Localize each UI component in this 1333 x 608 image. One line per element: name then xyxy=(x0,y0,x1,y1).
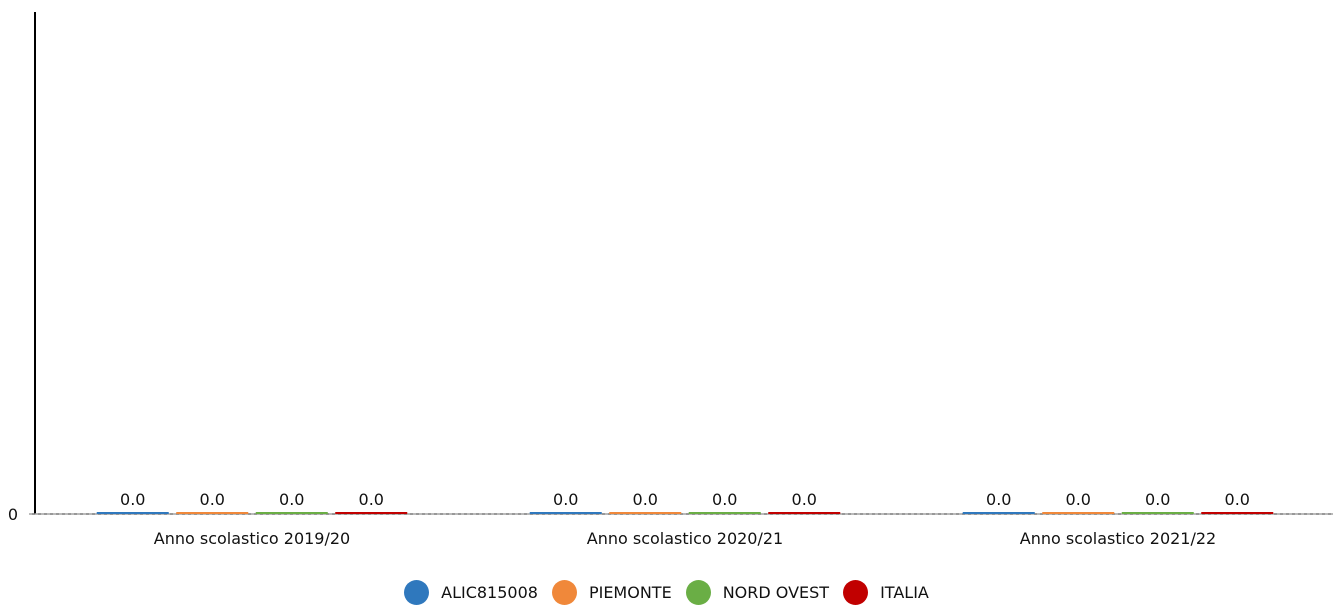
bar-piemonte[interactable] xyxy=(176,512,249,514)
data-label: 0.0 xyxy=(792,490,817,509)
bar-piemonte[interactable] xyxy=(609,512,682,514)
bar-nord-ovest[interactable] xyxy=(255,512,328,514)
legend-swatch-icon xyxy=(685,579,711,605)
bar-italia[interactable] xyxy=(1201,512,1274,514)
legend: ALIC815008 PIEMONTE NORD OVEST ITALIA xyxy=(0,576,1333,608)
bar-alic815008[interactable] xyxy=(96,512,169,514)
x-tick-label: Anno scolastico 2019/20 xyxy=(154,529,350,548)
bar-alic815008[interactable] xyxy=(962,512,1035,514)
data-label: 0.0 xyxy=(279,490,304,509)
legend-item[interactable]: ALIC815008 xyxy=(404,579,538,605)
x-tick-label: Anno scolastico 2020/21 xyxy=(587,529,783,548)
data-label: 0.0 xyxy=(986,490,1011,509)
data-label: 0.0 xyxy=(1066,490,1091,509)
legend-swatch-icon xyxy=(551,579,577,605)
data-label: 0.0 xyxy=(633,490,658,509)
y-tick-label: 0 xyxy=(8,505,18,524)
bar-italia[interactable] xyxy=(768,512,841,514)
bar-nord-ovest[interactable] xyxy=(688,512,761,514)
legend-swatch-icon xyxy=(843,579,869,605)
data-label: 0.0 xyxy=(553,490,578,509)
data-label: 0.0 xyxy=(200,490,225,509)
legend-item[interactable]: NORD OVEST xyxy=(685,579,830,605)
chart-svg: 0 0.0 0.0 0.0 0.0 Anno scolastico 2019/20 0.0 0… xyxy=(8,12,1333,548)
data-label: 0.0 xyxy=(1225,490,1250,509)
data-label: 0.0 xyxy=(120,490,145,509)
legend-label: NORD OVEST xyxy=(722,582,830,602)
legend-item[interactable]: ITALIA xyxy=(843,579,929,605)
bar-italia[interactable] xyxy=(335,512,408,514)
legend-swatch-icon xyxy=(404,579,430,605)
legend-label: ITALIA xyxy=(880,582,929,602)
legend-label: PIEMONTE xyxy=(588,582,672,602)
legend-item[interactable]: PIEMONTE xyxy=(551,579,672,605)
x-tick-label: Anno scolastico 2021/22 xyxy=(1020,529,1216,548)
bar-alic815008[interactable] xyxy=(529,512,602,514)
legend-label: ALIC815008 xyxy=(441,582,538,602)
bar-piemonte[interactable] xyxy=(1042,512,1115,514)
data-label: 0.0 xyxy=(359,490,384,509)
data-label: 0.0 xyxy=(1145,490,1170,509)
data-label: 0.0 xyxy=(712,490,737,509)
bar-nord-ovest[interactable] xyxy=(1121,512,1194,514)
